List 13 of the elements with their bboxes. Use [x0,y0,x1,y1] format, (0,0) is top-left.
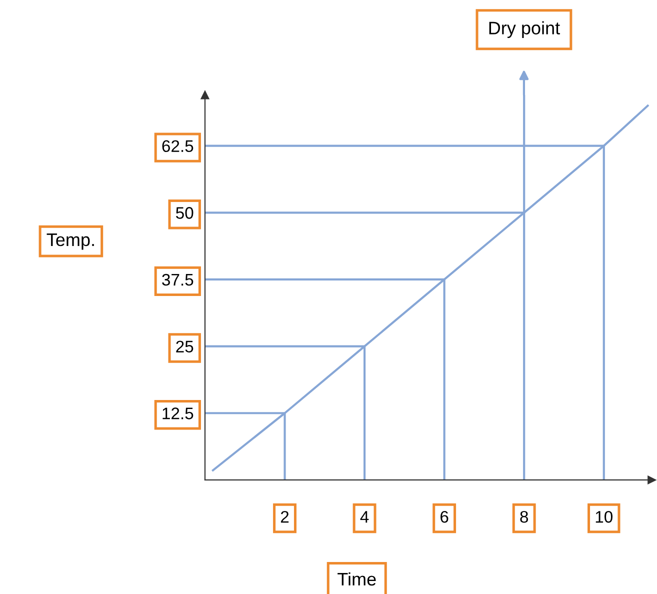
y-tick-label: 37.5 [162,274,194,286]
x-axis-title: Time [338,572,376,586]
x-tick-label: 4 [360,511,369,523]
x-tick-label: 2 [280,510,289,523]
x-tick-label: 10 [596,510,612,523]
x-tick-label: 8 [520,510,528,523]
y-tick-label: 62.5 [162,140,194,152]
y-tick-label: 50 [176,207,194,219]
y-axis-title: Temp. [46,234,94,250]
x-tick-label: 6 [440,510,448,523]
y-tick-label: 12.5 [162,408,194,420]
y-tick-label: 25 [176,340,194,353]
text: Dry point [489,21,560,38]
